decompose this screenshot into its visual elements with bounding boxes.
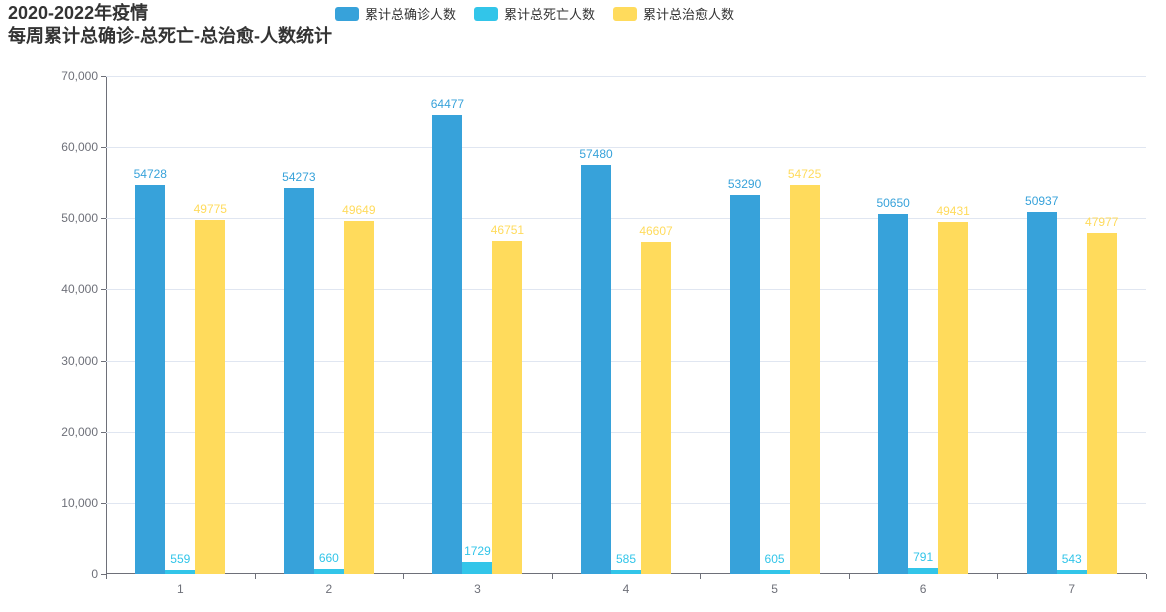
x-tick-mark [1146,574,1147,579]
bar-series2-cat3[interactable]: 46607 [641,242,671,574]
x-tick-label: 3 [474,582,481,596]
bar-value-label: 1729 [464,544,491,558]
y-tick-mark [101,503,106,504]
bar-series1-cat5[interactable]: 791 [908,568,938,574]
x-tick-label: 6 [920,582,927,596]
x-tick-mark [700,574,701,579]
bar-value-label: 54728 [134,167,167,181]
bar-value-label: 46607 [639,224,672,238]
bar-value-label: 49431 [936,204,969,218]
bar-series1-cat6[interactable]: 543 [1057,570,1087,574]
bar-series0-cat2[interactable]: 64477 [432,115,462,574]
legend-item-0[interactable]: 累计总确诊人数 [335,4,456,23]
bar-series2-cat6[interactable]: 47977 [1087,233,1117,574]
bar-series1-cat3[interactable]: 585 [611,570,641,574]
legend-swatch-icon [335,7,359,21]
x-tick-label: 4 [623,582,630,596]
x-tick-label: 2 [326,582,333,596]
y-tick-label: 20,000 [61,425,98,439]
x-tick-mark [997,574,998,579]
bar-value-label: 791 [913,550,933,564]
x-tick-mark [552,574,553,579]
x-tick-mark [255,574,256,579]
legend-swatch-icon [613,7,637,21]
y-tick-mark [101,147,106,148]
bar-value-label: 50937 [1025,194,1058,208]
y-tick-label: 60,000 [61,140,98,154]
legend-label: 累计总死亡人数 [504,4,595,23]
chart-title: 2020-2022年疫情 每周累计总确诊-总死亡-总治愈-人数统计 [8,2,332,47]
legend: 累计总确诊人数 累计总死亡人数 累计总治愈人数 [335,4,734,23]
bar-value-label: 57480 [579,147,612,161]
bar-value-label: 47977 [1085,215,1118,229]
grid-line [106,361,1146,362]
bar-value-label: 49649 [342,203,375,217]
y-tick-mark [101,432,106,433]
plot-area: 010,00020,00030,00040,00050,00060,00070,… [106,76,1146,574]
grid-line [106,432,1146,433]
x-tick-label: 1 [177,582,184,596]
grid-line [106,289,1146,290]
bar-series2-cat4[interactable]: 54725 [790,185,820,574]
bar-value-label: 46751 [491,223,524,237]
bar-value-label: 585 [616,552,636,566]
bar-series1-cat4[interactable]: 605 [760,570,790,574]
legend-swatch-icon [474,7,498,21]
y-tick-label: 70,000 [61,69,98,83]
grid-line [106,218,1146,219]
bar-series1-cat1[interactable]: 660 [314,569,344,574]
chart-header: 2020-2022年疫情 每周累计总确诊-总死亡-总治愈-人数统计 累计总确诊人… [0,0,1166,46]
x-tick-mark [849,574,850,579]
bar-series0-cat5[interactable]: 50650 [878,214,908,574]
y-tick-label: 0 [91,567,98,581]
bar-series0-cat4[interactable]: 53290 [730,195,760,574]
title-line-2: 每周累计总确诊-总死亡-总治愈-人数统计 [8,25,332,48]
y-tick-mark [101,76,106,77]
bar-value-label: 660 [319,551,339,565]
bar-value-label: 53290 [728,177,761,191]
title-line-1: 2020-2022年疫情 [8,2,332,25]
legend-label: 累计总治愈人数 [643,4,734,23]
grid-line [106,503,1146,504]
bar-value-label: 543 [1062,552,1082,566]
y-tick-label: 10,000 [61,496,98,510]
bar-value-label: 54725 [788,167,821,181]
legend-item-2[interactable]: 累计总治愈人数 [613,4,734,23]
x-tick-mark [403,574,404,579]
x-tick-label: 5 [771,582,778,596]
legend-item-1[interactable]: 累计总死亡人数 [474,4,595,23]
bar-value-label: 54273 [282,170,315,184]
bar-series0-cat0[interactable]: 54728 [135,185,165,574]
bar-series2-cat0[interactable]: 49775 [195,220,225,574]
y-tick-mark [101,218,106,219]
bar-series0-cat3[interactable]: 57480 [581,165,611,574]
grid-line [106,76,1146,77]
bar-series2-cat2[interactable]: 46751 [492,241,522,574]
bar-series2-cat1[interactable]: 49649 [344,221,374,574]
y-tick-label: 30,000 [61,354,98,368]
bar-value-label: 49775 [194,202,227,216]
grid-line [106,147,1146,148]
bar-series0-cat6[interactable]: 50937 [1027,212,1057,574]
y-tick-mark [101,289,106,290]
bar-series1-cat0[interactable]: 559 [165,570,195,574]
bar-value-label: 559 [170,552,190,566]
bar-series0-cat1[interactable]: 54273 [284,188,314,574]
bar-value-label: 50650 [876,196,909,210]
y-tick-label: 40,000 [61,282,98,296]
x-tick-label: 7 [1068,582,1075,596]
y-tick-mark [101,361,106,362]
bar-series1-cat2[interactable]: 1729 [462,562,492,574]
bar-value-label: 605 [765,552,785,566]
x-tick-mark [106,574,107,579]
legend-label: 累计总确诊人数 [365,4,456,23]
bar-value-label: 64477 [431,97,464,111]
y-tick-label: 50,000 [61,211,98,225]
y-axis-line [106,76,107,574]
bar-series2-cat5[interactable]: 49431 [938,222,968,574]
